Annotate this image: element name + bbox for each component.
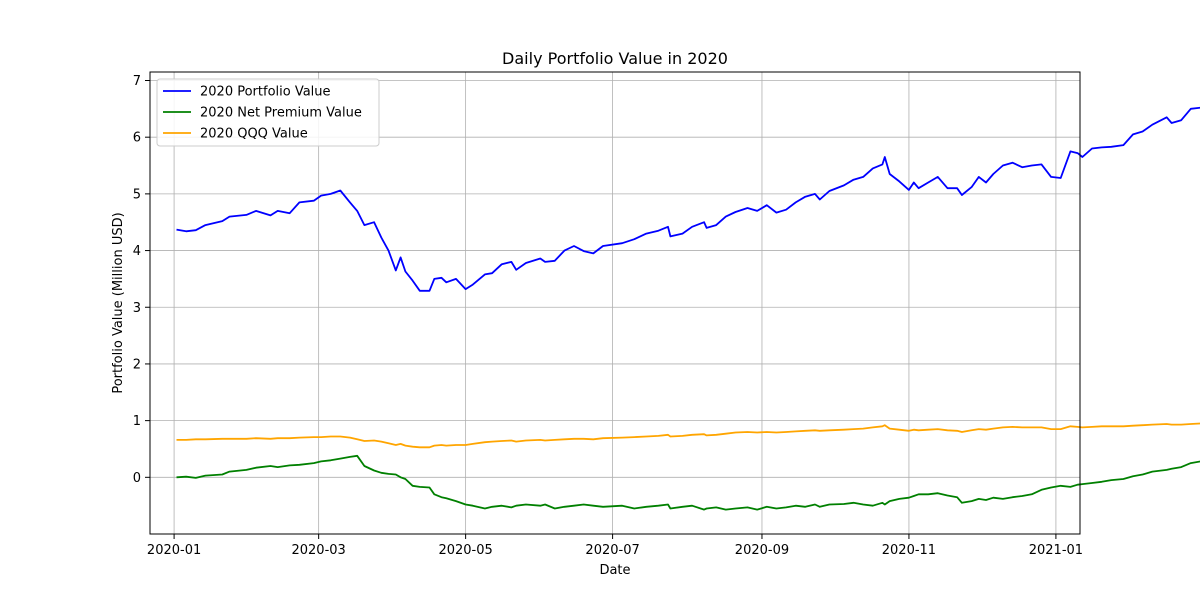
series-line-3 — [176, 422, 1200, 449]
legend-box — [156, 78, 380, 147]
legend-label-2: 2020 Net Premium Value — [200, 106, 362, 121]
legend-label-1: 2020 Portfolio Value — [200, 85, 331, 100]
x-axis-title: Date — [599, 563, 630, 578]
x-tick-label: 2020-05 — [438, 543, 492, 558]
legend: 2020 Portfolio Value 2020 Net Premium Val… — [156, 78, 380, 147]
x-tick-label: 2020-01 — [147, 543, 201, 558]
series-line-2 — [176, 454, 1200, 511]
y-tick-label: 1 — [133, 414, 141, 429]
y-axis-title: Portfolio Value (Million USD) — [111, 212, 126, 393]
series-line-1 — [176, 106, 1200, 292]
plot-area — [150, 72, 1080, 534]
x-tick-label: 2021-01 — [1029, 543, 1083, 558]
x-tick-label: 2020-07 — [585, 543, 639, 558]
x-axis-ticks: 2020-01 2020-03 2020-05 2020-07 2020-09 2020-… — [147, 534, 1083, 558]
y-tick-label: 6 — [133, 131, 141, 146]
y-tick-label: 2 — [133, 357, 141, 372]
y-tick-label: 4 — [133, 244, 141, 259]
chart-title: Daily Portfolio Value in 2020 — [502, 49, 728, 68]
y-tick-label: 3 — [133, 301, 141, 316]
series-lines — [176, 106, 1200, 511]
x-tick-label: 2020-11 — [882, 543, 936, 558]
plot-frame — [149, 71, 1081, 535]
x-tick-label: 2020-03 — [291, 543, 345, 558]
y-tick-label: 7 — [133, 74, 141, 89]
y-axis-ticks: 0 1 2 3 4 5 6 7 — [133, 74, 150, 486]
y-tick-label: 0 — [133, 471, 141, 486]
x-tick-label: 2020-09 — [735, 543, 789, 558]
y-tick-label: 5 — [133, 187, 141, 202]
legend-label-3: 2020 QQQ Value — [200, 127, 308, 142]
